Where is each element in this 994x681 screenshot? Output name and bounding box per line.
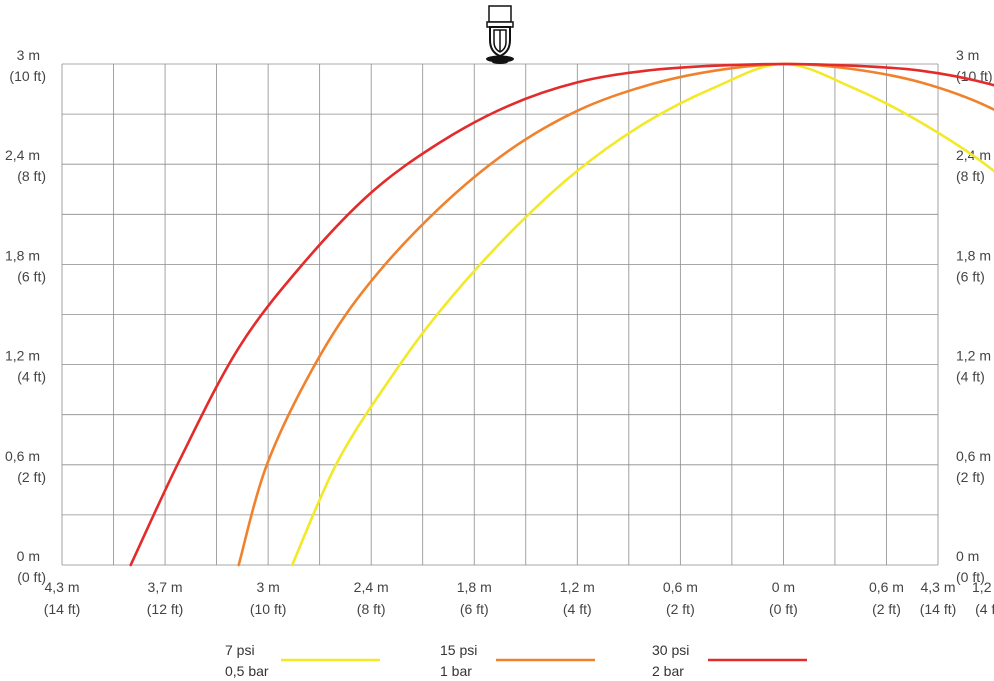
x-tick-label-ft: (14 ft) [44,601,81,617]
x-tick-label: 0,6 m [663,579,698,595]
x-tick-label-ft: (14 ft) [920,601,957,617]
legend-label: 7 psi [225,642,255,658]
series-line-30-psi [129,62,994,567]
y-tick-label-left-ft: (8 ft) [17,168,46,184]
y-tick-label-left-ft: (10 ft) [9,68,46,84]
y-tick-label-right: 0,6 m [956,448,991,464]
x-tick-label: 1,8 m [457,579,492,595]
legend-sublabel: 2 bar [652,663,684,679]
legend-item: 30 psi 2 bar [652,642,807,679]
x-tick-label: 3,7 m [148,579,183,595]
x-tick-label-ft: (0 ft) [769,601,798,617]
spray-curves [129,62,994,567]
y-tick-label-right-ft: (8 ft) [956,168,985,184]
legend-sublabel: 0,5 bar [225,663,269,679]
sprinkler-head-icon [486,5,514,64]
legend-label: 30 psi [652,642,689,658]
y-tick-label-right: 1,2 m [956,348,991,364]
chart-legend: 7 psi 0,5 bar 15 psi 1 bar 30 psi 2 bar [225,642,807,679]
y-tick-label-left: 0 m [17,548,40,564]
x-tick-label: 0 m [772,579,795,595]
y-tick-label-right-ft: (10 ft) [956,68,993,84]
x-tick-label: 0,6 m [869,579,904,595]
y-tick-label-left: 1,8 m [5,247,40,263]
legend-sublabel: 1 bar [440,663,472,679]
x-tick-label-ft: (2 ft) [666,601,695,617]
y-tick-label-left: 1,2 m [5,348,40,364]
x-tick-label: 3 m [256,579,279,595]
x-tick-label: 4,3 m [44,579,79,595]
y-tick-label-left: 3 m [17,47,40,63]
x-tick-label-ft: (4 ft) [563,601,592,617]
y-tick-label-right-ft: (2 ft) [956,469,985,485]
y-tick-label-left-ft: (0 ft) [17,569,46,585]
y-tick-label-right: 1,8 m [956,247,991,263]
y-tick-label-right-ft: (0 ft) [956,569,985,585]
axis-tick-labels: 4,3 m (14 ft) 3,7 m (12 ft) 3 m (10 ft) 2,4 m (… [5,47,994,617]
x-tick-label-ft: (6 ft) [460,601,489,617]
y-tick-label-left-ft: (2 ft) [17,469,46,485]
legend-item: 15 psi 1 bar [440,642,595,679]
x-tick-label-ft: (8 ft) [357,601,386,617]
chart-grid [61,63,939,566]
x-tick-label-ft: (2 ft) [872,601,901,617]
legend-label: 15 psi [440,642,477,658]
y-tick-label-right: 0 m [956,548,979,564]
y-tick-label-right-ft: (4 ft) [956,369,985,385]
x-tick-label: 4,3 m [920,579,955,595]
x-tick-label: 1,2 m [972,579,994,595]
x-tick-label: 2,4 m [354,579,389,595]
y-tick-label-left-ft: (4 ft) [17,369,46,385]
y-tick-label-right-ft: (6 ft) [956,268,985,284]
y-tick-label-right: 3 m [956,47,979,63]
x-tick-label-ft: (4 ft) [975,601,994,617]
y-tick-label-left: 2,4 m [5,147,40,163]
x-tick-label-ft: (12 ft) [147,601,184,617]
x-tick-label: 1,2 m [560,579,595,595]
legend-item: 7 psi 0,5 bar [225,642,380,679]
y-tick-label-left: 0,6 m [5,448,40,464]
x-tick-label-ft: (10 ft) [250,601,287,617]
y-tick-label-left-ft: (6 ft) [17,268,46,284]
